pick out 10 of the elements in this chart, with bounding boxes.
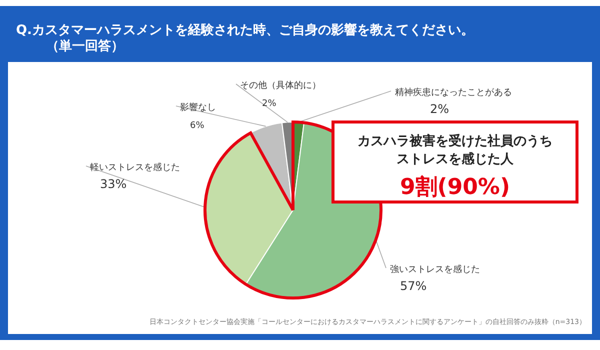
- chart-title: Q.カスタマーハラスメントを経験された時、ご自身の影響を教えてください。: [16, 22, 474, 38]
- chart-subtitle: （単一回答）: [46, 39, 124, 54]
- slice-label: その他（具体的に）: [240, 80, 321, 91]
- text: ストレスを感じた人: [396, 151, 514, 167]
- slice-label: 影響なし: [180, 102, 216, 113]
- slice-label: 精神疾患になったことがある: [395, 87, 512, 98]
- text: 9割(90%): [400, 175, 510, 200]
- slice-label: 軽いストレスを感じた: [90, 162, 180, 173]
- slice-label: 強いストレスを感じた: [390, 264, 480, 275]
- text: カスハラ被害を受けた社員のうち: [358, 133, 552, 149]
